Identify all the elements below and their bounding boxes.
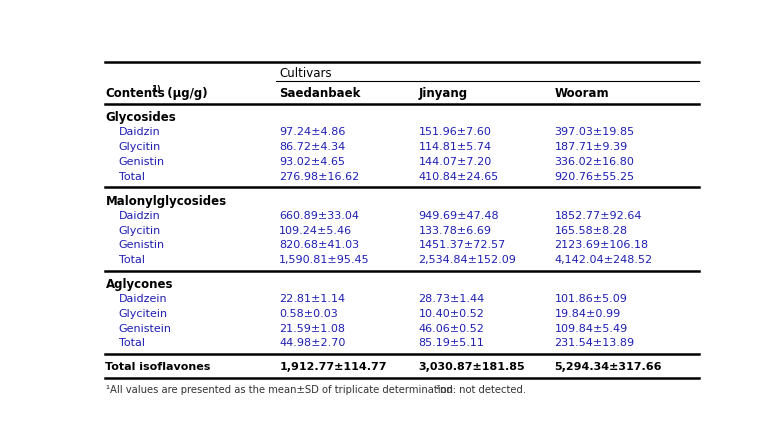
- Text: Daidzin: Daidzin: [119, 127, 161, 137]
- Text: Glycitin: Glycitin: [119, 226, 161, 236]
- Text: Genistin: Genistin: [119, 157, 165, 167]
- Text: 101.86±5.09: 101.86±5.09: [555, 294, 627, 304]
- Text: 2,534.84±152.09: 2,534.84±152.09: [419, 255, 516, 265]
- Text: Glycosides: Glycosides: [105, 111, 177, 124]
- Text: 21.59±1.08: 21.59±1.08: [280, 324, 345, 334]
- Text: 109.84±5.49: 109.84±5.49: [555, 324, 628, 334]
- Text: (μg/g): (μg/g): [159, 87, 208, 100]
- Text: 85.19±5.11: 85.19±5.11: [419, 338, 484, 348]
- Text: 1,590.81±95.45: 1,590.81±95.45: [280, 255, 370, 265]
- Text: 1852.77±92.64: 1852.77±92.64: [555, 211, 642, 221]
- Text: 46.06±0.52: 46.06±0.52: [419, 324, 484, 334]
- Text: 0.58±0.03: 0.58±0.03: [280, 309, 338, 319]
- Text: 144.07±7.20: 144.07±7.20: [419, 157, 492, 167]
- Text: All values are presented as the mean±SD of triplicate determination.: All values are presented as the mean±SD …: [110, 385, 460, 395]
- Text: ²: ²: [435, 385, 440, 395]
- Text: Saedanbaek: Saedanbaek: [280, 87, 361, 100]
- Text: Wooram: Wooram: [555, 87, 609, 100]
- Text: 187.71±9.39: 187.71±9.39: [555, 142, 628, 152]
- Text: 1,912.77±114.77: 1,912.77±114.77: [280, 363, 387, 372]
- Text: 28.73±1.44: 28.73±1.44: [419, 294, 485, 304]
- Text: 19.84±0.99: 19.84±0.99: [555, 309, 621, 319]
- Text: Total isoflavones: Total isoflavones: [105, 363, 211, 372]
- Text: Contents: Contents: [105, 87, 166, 100]
- Text: 114.81±5.74: 114.81±5.74: [419, 142, 491, 152]
- Text: 10.40±0.52: 10.40±0.52: [419, 309, 484, 319]
- Text: Daidzin: Daidzin: [119, 211, 161, 221]
- Text: 93.02±4.65: 93.02±4.65: [280, 157, 345, 167]
- Text: 22.81±1.14: 22.81±1.14: [280, 294, 345, 304]
- Text: 1): 1): [152, 85, 161, 94]
- Text: Glycitein: Glycitein: [119, 309, 168, 319]
- Text: 133.78±6.69: 133.78±6.69: [419, 226, 491, 236]
- Text: ¹: ¹: [105, 385, 109, 395]
- Text: Malonylglycosides: Malonylglycosides: [105, 194, 226, 208]
- Text: Genistin: Genistin: [119, 240, 165, 250]
- Text: 276.98±16.62: 276.98±16.62: [280, 172, 359, 181]
- Text: 231.54±13.89: 231.54±13.89: [555, 338, 635, 348]
- Text: 44.98±2.70: 44.98±2.70: [280, 338, 345, 348]
- Text: 2123.69±106.18: 2123.69±106.18: [555, 240, 649, 250]
- Text: 151.96±7.60: 151.96±7.60: [419, 127, 491, 137]
- Text: 86.72±4.34: 86.72±4.34: [280, 142, 345, 152]
- Text: 920.76±55.25: 920.76±55.25: [555, 172, 635, 181]
- Text: 660.89±33.04: 660.89±33.04: [280, 211, 359, 221]
- Text: 109.24±5.46: 109.24±5.46: [280, 226, 352, 236]
- Text: 1451.37±72.57: 1451.37±72.57: [419, 240, 505, 250]
- Text: Cultivars: Cultivars: [280, 67, 332, 80]
- Text: 97.24±4.86: 97.24±4.86: [280, 127, 345, 137]
- Text: 4,142.04±248.52: 4,142.04±248.52: [555, 255, 653, 265]
- Text: 336.02±16.80: 336.02±16.80: [555, 157, 634, 167]
- Text: 397.03±19.85: 397.03±19.85: [555, 127, 635, 137]
- Text: 5,294.34±317.66: 5,294.34±317.66: [555, 363, 662, 372]
- Text: Daidzein: Daidzein: [119, 294, 167, 304]
- Text: Total: Total: [119, 255, 144, 265]
- Text: 820.68±41.03: 820.68±41.03: [280, 240, 359, 250]
- Text: Total: Total: [119, 338, 144, 348]
- Text: Glycitin: Glycitin: [119, 142, 161, 152]
- Text: 410.84±24.65: 410.84±24.65: [419, 172, 499, 181]
- Text: 949.69±47.48: 949.69±47.48: [419, 211, 499, 221]
- Text: 165.58±8.28: 165.58±8.28: [555, 226, 628, 236]
- Text: nd: not detected.: nd: not detected.: [440, 385, 526, 395]
- Text: 3,030.87±181.85: 3,030.87±181.85: [419, 363, 525, 372]
- Text: Total: Total: [119, 172, 144, 181]
- Text: Genistein: Genistein: [119, 324, 172, 334]
- Text: Aglycones: Aglycones: [105, 278, 173, 291]
- Text: Jinyang: Jinyang: [419, 87, 468, 100]
